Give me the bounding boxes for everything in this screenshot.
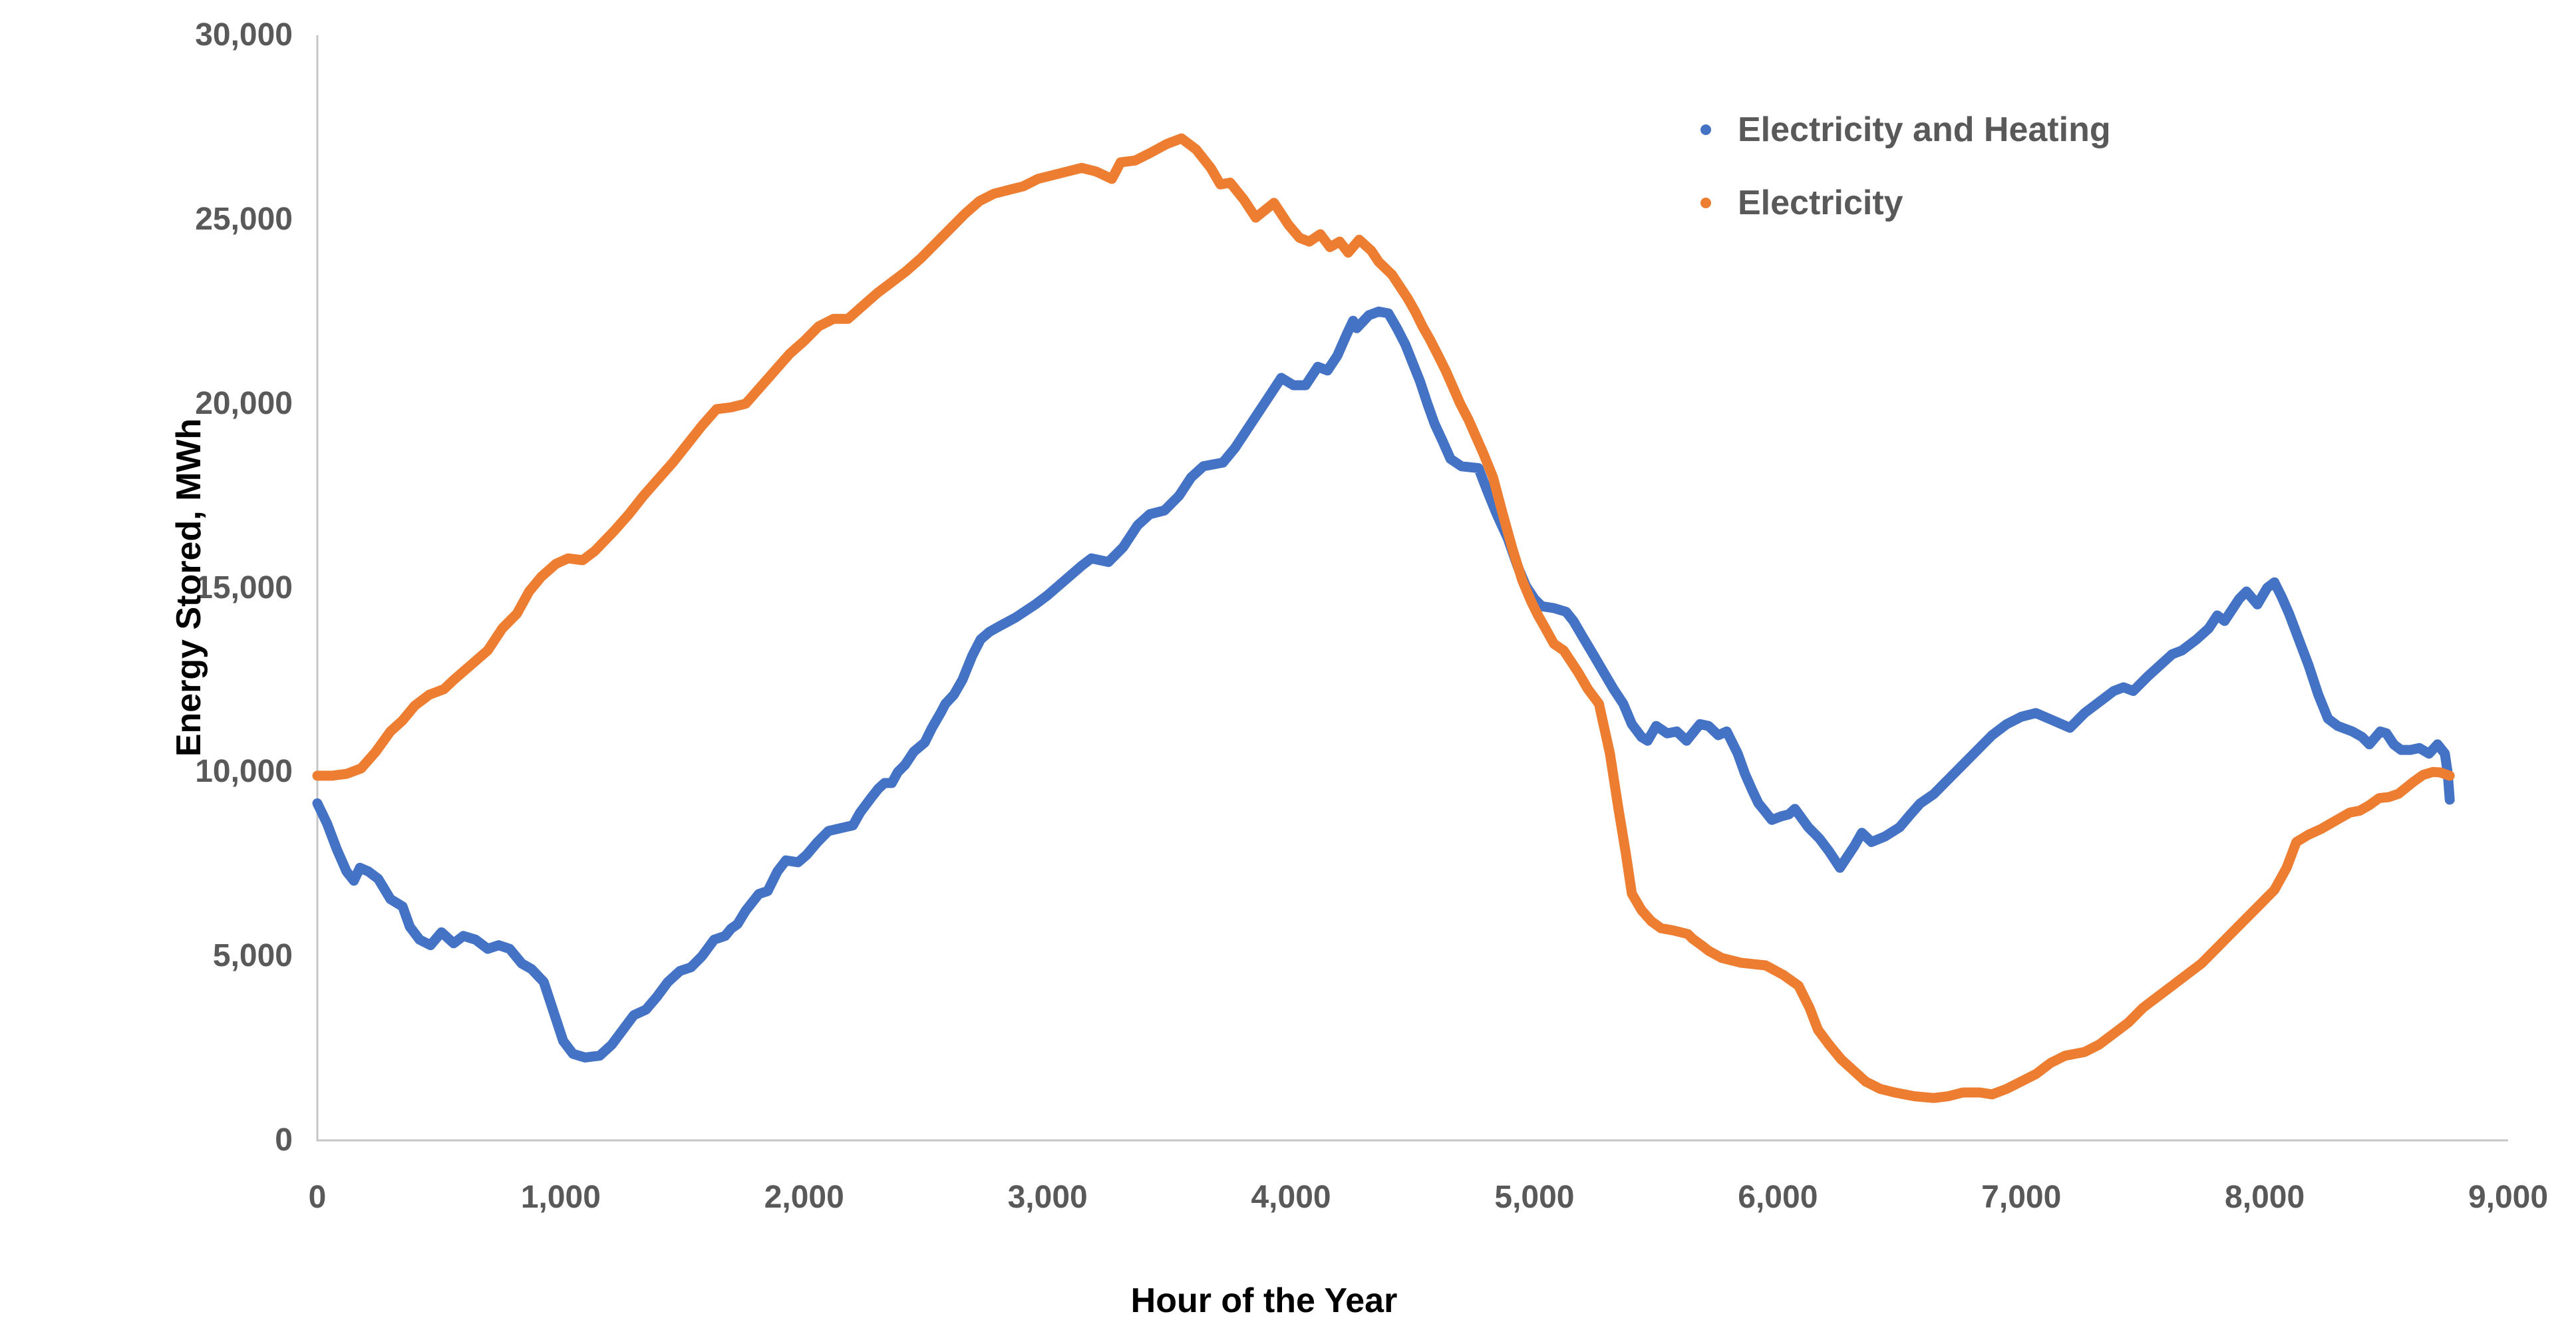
series-marker-icon — [1700, 198, 1711, 208]
y-tick-label-15000: 15,000 — [195, 570, 293, 605]
series-line-electricity — [312, 133, 2455, 1103]
x-tick-label-4000: 4,000 — [1251, 1180, 1331, 1215]
x-axis-title: Hour of the Year — [1130, 1281, 1398, 1320]
axis-lines — [316, 35, 2508, 1142]
x-tick-label-5000: 5,000 — [1494, 1180, 1575, 1215]
x-tick-label-1000: 1,000 — [520, 1180, 601, 1215]
x-tick-label-7000: 7,000 — [1981, 1180, 2062, 1215]
x-tick-label-6000: 6,000 — [1738, 1180, 1818, 1215]
x-tick-label-3000: 3,000 — [1007, 1180, 1088, 1215]
y-tick-label-20000: 20,000 — [195, 385, 293, 421]
series-line-electricity-and-heating — [312, 306, 2455, 1063]
y-axis-title: Energy Stored, MWh — [170, 418, 209, 757]
legend-item-electricity-and-heating: Electricity and Heating — [1700, 93, 2111, 166]
x-tick-label-8000: 8,000 — [2225, 1180, 2305, 1215]
x-tick-label-0: 0 — [308, 1180, 327, 1215]
series-marker-icon — [1700, 124, 1711, 135]
y-tick-label-10000: 10,000 — [195, 754, 293, 790]
y-tick-label-5000: 5,000 — [212, 938, 293, 974]
y-tick-label-25000: 25,000 — [195, 201, 293, 237]
legend-label: Electricity and Heating — [1738, 110, 2111, 149]
x-tick-label-2000: 2,000 — [764, 1180, 844, 1215]
legend: Electricity and Heating Electricity — [1700, 93, 2111, 240]
x-tick-label-9000: 9,000 — [2468, 1180, 2549, 1215]
y-tick-label-0: 0 — [275, 1122, 293, 1158]
legend-label: Electricity — [1738, 184, 1903, 222]
y-tick-label-30000: 30,000 — [195, 17, 293, 53]
legend-item-electricity: Electricity — [1700, 166, 2111, 240]
